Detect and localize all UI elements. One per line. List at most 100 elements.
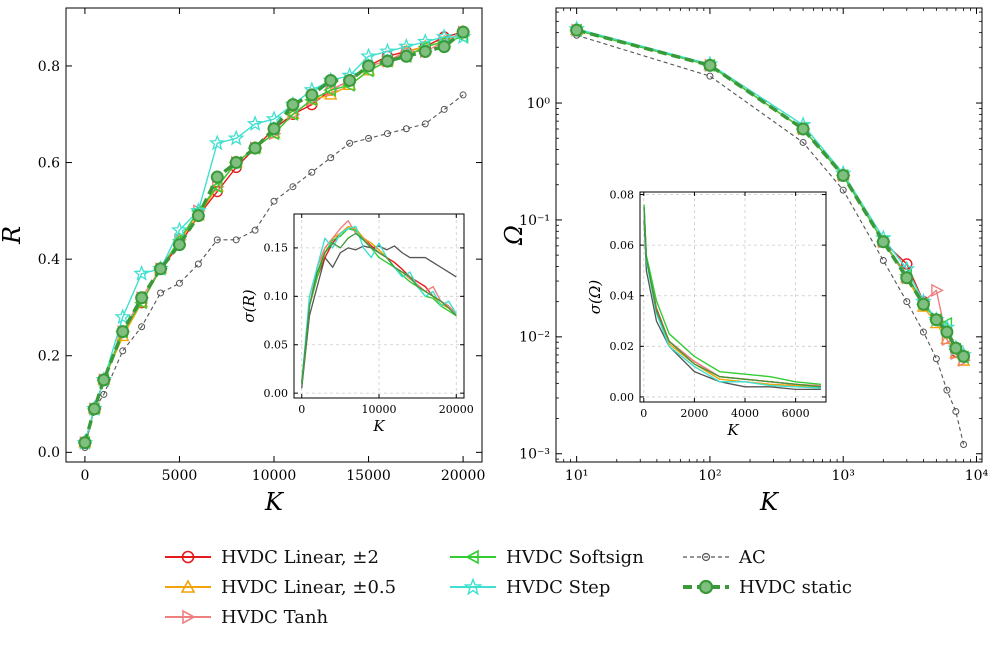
- left-chart-point-hvdc_step-6: [171, 221, 188, 238]
- legend-swatch-hvdc-step: [450, 577, 496, 596]
- legend-label-ac: AC: [739, 546, 766, 568]
- right-chart-ytick-label-2: 10⁻¹: [519, 213, 550, 229]
- right-chart-ytick-label-1: 10⁻²: [519, 330, 550, 346]
- left-chart-ytick-label-0: 0.0: [38, 445, 60, 461]
- left-inset-xtick-label-1: 10000: [362, 403, 397, 416]
- left-chart-point-hvdc_static-5: [154, 262, 168, 276]
- left-chart-line-hvdc_static: [83, 30, 465, 444]
- right-chart-point-hvdc_static-7: [929, 313, 943, 327]
- right-chart-line-ac: [576, 34, 965, 445]
- right-inset-background: [640, 192, 826, 402]
- right-chart-point-ac-8: [943, 386, 951, 394]
- figure: 0 5000 10000 15000 20000 0.0 0.2 0.4 0.6 0.8 K R 0 10…: [0, 7, 989, 516]
- right-chart-point-ac-6: [919, 328, 927, 336]
- left-chart-point-ac-14: [327, 154, 335, 162]
- right-inset: 0 2000 4000 6000 0.00 0.02 0.04 0.06 0.08 Kσ(Ω): [586, 188, 827, 439]
- left-inset-series-group: [301, 220, 457, 389]
- right-chart-point-ac-1: [706, 72, 714, 80]
- right-chart-point-hvdc_static-10: [957, 349, 971, 363]
- left-chart-point-hvdc_static-13: [305, 88, 319, 102]
- left-chart-point-hvdc_step-16: [360, 47, 377, 64]
- legend-swatch-hvdc-static: [683, 579, 729, 595]
- left-chart-point-hvdc_static-21: [456, 25, 470, 39]
- right-inset-ylabel: σ(Ω): [586, 280, 604, 315]
- left-chart-point-hvdc_static-6: [172, 238, 186, 252]
- left-inset-xtick-label-2: 20000: [439, 403, 474, 416]
- left-chart-ytick-label-2: 0.4: [38, 252, 60, 268]
- right-inset-frame: [639, 191, 827, 403]
- left-chart-point-hvdc_static-10: [248, 141, 262, 155]
- right-chart-point-hvdc_static-1: [703, 58, 717, 72]
- right-chart-xtick-label-0: 10¹: [565, 468, 588, 484]
- legend-item-hvdc-linear-2: HVDC Linear, ±2: [163, 544, 379, 570]
- right-inset-line-hvdc_static: [643, 207, 822, 388]
- left-chart-point-hvdc_static-16: [362, 59, 376, 73]
- legend-label-hvdc-static: HVDC static: [739, 576, 852, 598]
- left-chart-point-hvdc_static-0: [78, 436, 92, 450]
- right-inset-xtick-label-3: 6000: [782, 407, 810, 420]
- left-inset-ytick-label-2: 0.10: [264, 290, 289, 303]
- left-chart-point-hvdc_step-18: [397, 37, 415, 54]
- right-inset-ytick-label-3: 0.06: [610, 239, 635, 252]
- left-chart-series-group: [76, 24, 472, 452]
- right-inset-ytick-label-0: 0.00: [610, 391, 635, 404]
- right-chart-series-group: [568, 20, 972, 448]
- left-inset-line-hvdc_step: [301, 225, 457, 384]
- left-chart-ytick-label-3: 0.6: [38, 155, 60, 171]
- left-chart-ytick-label-1: 0.2: [38, 349, 60, 365]
- left-chart-point-ac-18: [402, 125, 410, 133]
- left-chart-point-hvdc_static-18: [399, 49, 413, 63]
- left-chart-point-hvdc_static-17: [380, 54, 394, 68]
- left-chart-point-ac-5: [157, 289, 165, 297]
- right-chart-point-hvdc_static-4: [876, 235, 890, 249]
- legend-item-hvdc-linear-05: HVDC Linear, ±0.5: [163, 574, 396, 600]
- legend-item-ac: AC: [681, 544, 766, 570]
- left-chart-line-ac: [84, 94, 464, 448]
- right-chart-point-hvdc_static-2: [796, 122, 810, 136]
- left-chart-point-ac-4: [138, 323, 146, 331]
- legend-label-hvdc-linear-2: HVDC Linear, ±2: [221, 546, 379, 568]
- right-inset-series-group: [643, 204, 822, 391]
- left-chart-point-ac-6: [175, 279, 183, 287]
- left-chart-ylabel: R: [0, 226, 26, 245]
- legend-label-hvdc-softsign: HVDC Softsign: [506, 546, 644, 568]
- left-chart-point-ac-21: [459, 91, 467, 99]
- right-chart-point-ac-10: [960, 440, 968, 448]
- legend-swatch-hvdc-softsign: [450, 549, 496, 565]
- legend-swatch-ac: [683, 552, 729, 562]
- right-chart-xtick-label-2: 10³: [831, 468, 854, 484]
- right-inset-xtick-label-1: 2000: [680, 407, 708, 420]
- legend-item-hvdc-tanh: HVDC Tanh: [163, 604, 328, 630]
- left-chart-xtick-label-1: 5000: [162, 468, 198, 484]
- left-chart-ytick-label-4: 0.8: [38, 59, 60, 75]
- right-inset-xtick-label-2: 4000: [731, 407, 759, 420]
- legend-label-hvdc-tanh: HVDC Tanh: [221, 606, 329, 628]
- left-inset-ytick-label-1: 0.05: [264, 339, 289, 352]
- right-chart-point-hvdc_tanh-7: [931, 283, 944, 297]
- right-inset-ytick-label-2: 0.04: [610, 290, 635, 303]
- right-inset-xtick-label-0: 0: [640, 407, 647, 420]
- left-chart-point-ac-15: [346, 139, 354, 147]
- left-chart-point-hvdc_step-19: [416, 33, 434, 49]
- left-chart-xtick-label-2: 10000: [252, 468, 297, 484]
- left-inset-line-ac: [301, 245, 457, 389]
- legend-item-hvdc-step: HVDC Step: [448, 574, 610, 600]
- left-chart-point-hvdc_step-11: [265, 110, 283, 127]
- right-inset-xlabel: K: [726, 421, 739, 439]
- left-chart-xtick-label-3: 15000: [346, 468, 391, 484]
- left-chart-point-ac-8: [213, 236, 221, 244]
- left-chart-line-hvdc_step: [84, 36, 464, 443]
- left-chart-point-hvdc_static-14: [324, 73, 338, 87]
- left-chart-point-hvdc_static-9: [229, 156, 243, 170]
- left-chart-point-ac-3: [119, 347, 127, 355]
- left-chart-point-hvdc_step-20: [435, 28, 453, 45]
- left-chart-point-hvdc_static-1: [87, 402, 101, 416]
- left-chart-point-hvdc_static-12: [286, 98, 300, 112]
- left-chart-point-hvdc_static-8: [210, 170, 224, 184]
- left-chart-xtick-label-0: 0: [80, 468, 89, 484]
- left-chart-point-ac-7: [194, 260, 202, 268]
- left-chart-point-hvdc_softsign-14: [323, 83, 336, 97]
- left-chart-point-hvdc_static-7: [191, 209, 205, 223]
- right-chart-ytick-label-0: 10⁻³: [519, 447, 550, 463]
- right-chart-point-ac-4: [879, 256, 887, 264]
